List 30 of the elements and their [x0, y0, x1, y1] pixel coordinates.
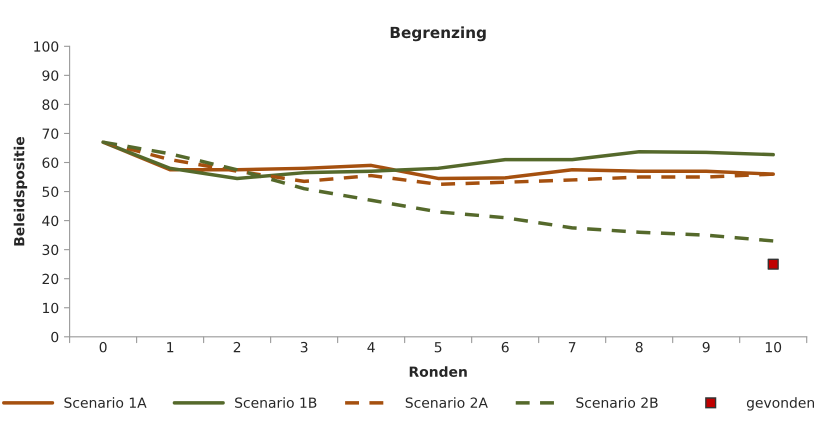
y-tick-label: 20 — [42, 274, 58, 284]
chart-title: Begrenzing — [390, 26, 486, 42]
y-tick-label: 30 — [42, 244, 58, 256]
x-tick-label: 4 — [367, 342, 375, 352]
y-tick-label: 0 — [51, 332, 58, 342]
legend-label: Scenario 1B — [235, 397, 316, 408]
y-tick-label: 60 — [42, 157, 58, 168]
x-tick-label: 3 — [300, 342, 308, 352]
y-tick-label: 70 — [42, 128, 58, 139]
x-tick-label: 9 — [702, 342, 710, 352]
x-tick-label: 8 — [636, 342, 643, 352]
y-tick-label: 90 — [42, 70, 58, 81]
x-tick-label: 7 — [568, 342, 576, 352]
y-tick-label: 80 — [42, 99, 58, 110]
legend-label: Scenario 2A — [406, 397, 488, 408]
y-tick-label: 40 — [42, 216, 58, 226]
x-tick-label: 5 — [434, 342, 442, 352]
x-tick-label: 6 — [502, 342, 509, 352]
legend-label: Scenario 2B — [576, 397, 658, 408]
x-tick-label: 0 — [100, 342, 107, 352]
x-tick-label: 2 — [234, 342, 240, 352]
legend-label: gevonden — [746, 397, 814, 411]
y-tick-label: 100 — [34, 41, 58, 52]
legend-label: Scenario 1A — [64, 397, 147, 408]
x-axis-title: Ronden — [410, 366, 467, 377]
y-tick-label: 50 — [42, 186, 58, 198]
x-tick-label: 1 — [167, 342, 174, 352]
y-tick-label: 10 — [43, 302, 58, 314]
x-tick-label: 10 — [766, 342, 782, 352]
y-axis-title: Beleidspositie — [14, 136, 28, 246]
